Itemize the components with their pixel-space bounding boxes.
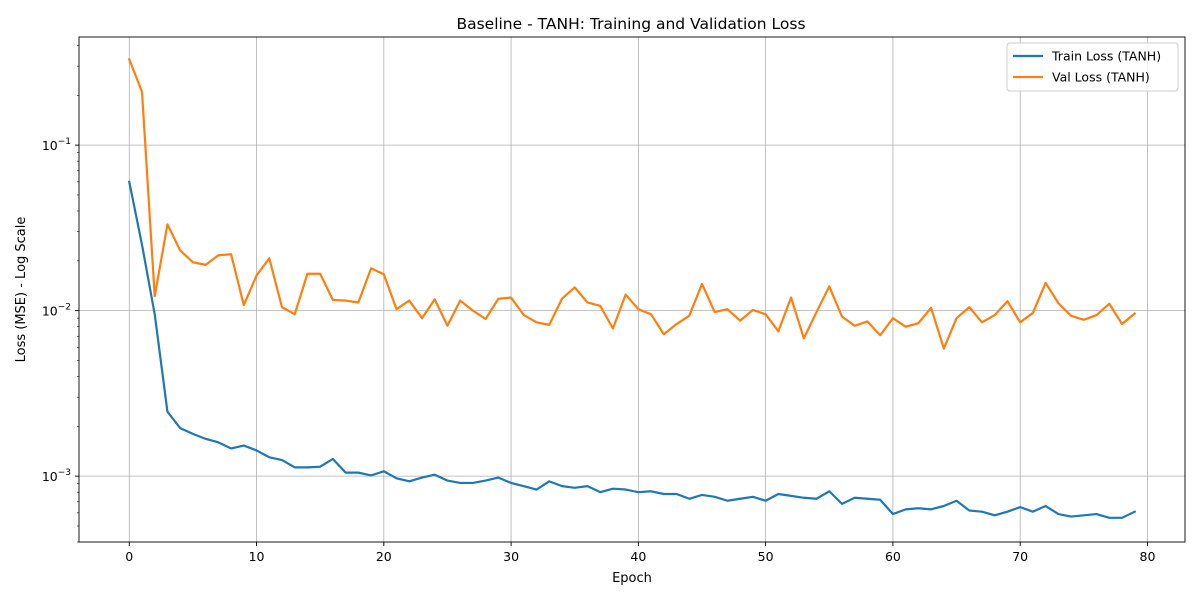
- series-layer: [127, 57, 1137, 519]
- y-tick-label: 10−1: [42, 137, 71, 153]
- x-tick-label: 40: [630, 549, 646, 564]
- plot-frame: [78, 36, 1186, 543]
- grid-layer: [79, 37, 1185, 542]
- y-axis-label: Loss (MSE) - Log Scale: [14, 217, 29, 363]
- x-axis-label: Epoch: [612, 571, 652, 586]
- legend-box: [1006, 42, 1179, 92]
- legend: Train Loss (TANH) Val Loss (TANH): [1006, 42, 1179, 92]
- chart-title: Baseline - TANH: Training and Validation…: [456, 15, 805, 33]
- x-tick-label: 80: [1140, 549, 1156, 564]
- y-tick-label: 10−3: [42, 468, 71, 484]
- series-line-1: [127, 180, 1137, 519]
- x-tick-label: 50: [758, 549, 774, 564]
- legend-label-1: Train Loss (TANH): [1051, 49, 1161, 64]
- x-tick-label: 0: [125, 549, 133, 564]
- x-tick-label: 60: [885, 549, 901, 564]
- y-tick-label: 10−2: [42, 303, 71, 319]
- legend-label-2: Val Loss (TANH): [1052, 70, 1150, 85]
- series-line-2: [127, 57, 1137, 350]
- tick-layer: 0 10 20 30 40 50 60 70 80 10−3 10−2 10−1: [42, 45, 1156, 564]
- x-tick-label: 20: [376, 549, 392, 564]
- x-tick-label: 30: [503, 549, 519, 564]
- x-tick-label: 10: [249, 549, 265, 564]
- x-tick-label: 70: [1012, 549, 1028, 564]
